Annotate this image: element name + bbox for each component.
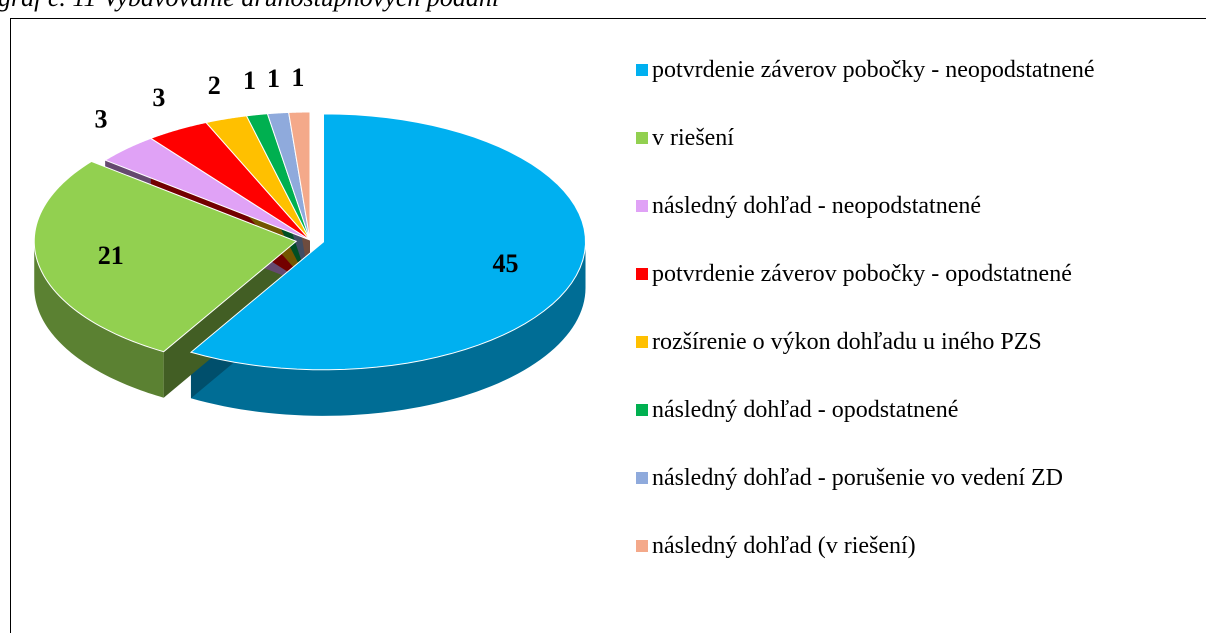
legend-entry: následný dohľad - porušenie vo vedení ZD bbox=[636, 462, 1196, 530]
legend-label: následný dohľad (v riešení) bbox=[652, 533, 916, 559]
legend-entry: potvrdenie záverov pobočky - neopodstatn… bbox=[636, 54, 1196, 122]
legend-swatch bbox=[636, 336, 648, 348]
chart-title: graf č. 11 Vybavovanie druhostupňových p… bbox=[0, 0, 502, 12]
legend-label: následný dohľad - neopodstatnené bbox=[652, 193, 981, 219]
legend-entry: rozšírenie o výkon dohľadu u iného PZS bbox=[636, 326, 1196, 394]
legend-label: rozšírenie o výkon dohľadu u iného PZS bbox=[652, 329, 1042, 355]
slice-side bbox=[190, 241, 586, 416]
data-label: 1 bbox=[267, 64, 280, 93]
slice bbox=[104, 137, 311, 241]
legend-entry: v riešení bbox=[636, 122, 1196, 190]
legend-swatch bbox=[636, 200, 648, 212]
legend-label: potvrdenie záverov pobočky - opodstatnen… bbox=[652, 261, 1072, 287]
data-label: 3 bbox=[94, 105, 107, 134]
slice bbox=[149, 121, 311, 241]
data-label: 2 bbox=[208, 71, 221, 100]
slice bbox=[33, 160, 298, 353]
data-label: 21 bbox=[98, 241, 124, 270]
chart-border bbox=[10, 18, 1206, 633]
legend-entry: následný dohľad (v riešení) bbox=[636, 530, 1196, 598]
legend-label: následný dohľad - porušenie vo vedení ZD bbox=[652, 465, 1063, 491]
legend-swatch bbox=[636, 268, 648, 280]
legend-swatch bbox=[636, 132, 648, 144]
legend-entry: následný dohľad - neopodstatnené bbox=[636, 190, 1196, 258]
slice bbox=[245, 113, 311, 241]
data-label: 1 bbox=[291, 63, 304, 92]
legend-label: potvrdenie záverov pobočky - neopodstatn… bbox=[652, 57, 1095, 83]
legend-entry: následný dohľad - opodstatnené bbox=[636, 394, 1196, 462]
legend-swatch bbox=[636, 404, 648, 416]
slice-side bbox=[34, 241, 164, 398]
legend-swatch bbox=[636, 540, 648, 552]
data-label: 1 bbox=[243, 66, 256, 95]
slice bbox=[266, 111, 311, 241]
legend-label: následný dohľad - opodstatnené bbox=[652, 397, 959, 423]
data-label: 3 bbox=[152, 83, 165, 112]
legend-swatch bbox=[636, 64, 648, 76]
legend: potvrdenie záverov pobočky - neopodstatn… bbox=[636, 54, 1196, 598]
slice bbox=[205, 115, 311, 241]
data-label: 45 bbox=[493, 249, 519, 278]
slice bbox=[189, 113, 586, 371]
slice bbox=[288, 111, 311, 241]
legend-swatch bbox=[636, 472, 648, 484]
legend-label: v riešení bbox=[652, 125, 734, 151]
legend-entry: potvrdenie záverov pobočky - opodstatnen… bbox=[636, 258, 1196, 326]
